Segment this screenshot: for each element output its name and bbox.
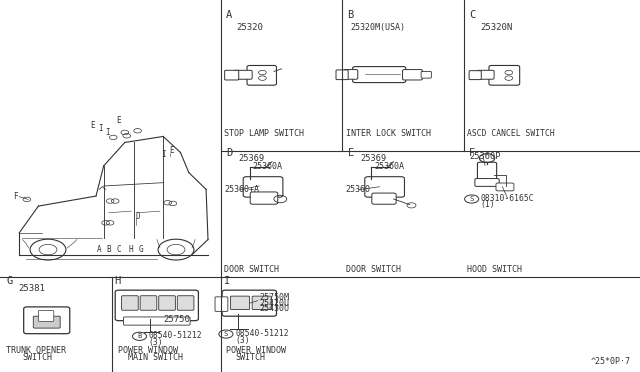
- Text: INTER LOCK SWITCH: INTER LOCK SWITCH: [346, 129, 431, 138]
- FancyBboxPatch shape: [421, 71, 431, 78]
- Text: A: A: [97, 245, 102, 254]
- FancyBboxPatch shape: [247, 65, 276, 85]
- Text: 25360A: 25360A: [374, 162, 404, 171]
- Text: 25381: 25381: [18, 284, 45, 293]
- FancyBboxPatch shape: [477, 162, 497, 182]
- Text: C: C: [116, 245, 121, 254]
- Text: I: I: [98, 124, 103, 133]
- Text: ^25*0P·7: ^25*0P·7: [590, 357, 630, 366]
- FancyBboxPatch shape: [469, 71, 481, 80]
- Text: E: E: [116, 116, 121, 125]
- FancyBboxPatch shape: [353, 67, 406, 83]
- FancyBboxPatch shape: [475, 179, 499, 186]
- Text: G: G: [138, 245, 143, 254]
- FancyBboxPatch shape: [124, 317, 190, 325]
- Text: DOOR SWITCH: DOOR SWITCH: [224, 265, 279, 274]
- Text: 08310-6165C: 08310-6165C: [481, 194, 534, 203]
- Text: E: E: [90, 121, 95, 130]
- Text: 25320N: 25320N: [480, 23, 512, 32]
- Text: D: D: [226, 148, 232, 158]
- FancyBboxPatch shape: [115, 290, 198, 321]
- FancyBboxPatch shape: [177, 296, 194, 310]
- Text: STOP LAMP SWITCH: STOP LAMP SWITCH: [224, 129, 304, 138]
- Text: I: I: [105, 128, 110, 137]
- FancyBboxPatch shape: [159, 296, 175, 310]
- FancyBboxPatch shape: [38, 311, 54, 321]
- Text: TRUNK OPENER: TRUNK OPENER: [6, 346, 67, 355]
- Text: H: H: [114, 276, 120, 286]
- FancyBboxPatch shape: [372, 193, 396, 204]
- Text: S: S: [470, 196, 474, 202]
- Text: ASCD CANCEL SWITCH: ASCD CANCEL SWITCH: [467, 129, 555, 138]
- Text: F: F: [13, 192, 18, 201]
- FancyBboxPatch shape: [33, 316, 60, 328]
- Text: 25430U: 25430U: [259, 304, 289, 313]
- Text: 08540-51212: 08540-51212: [148, 331, 202, 340]
- FancyBboxPatch shape: [403, 70, 422, 80]
- FancyBboxPatch shape: [365, 177, 404, 197]
- Text: 25360: 25360: [346, 185, 371, 194]
- Text: 08540-51212: 08540-51212: [236, 329, 289, 338]
- Text: HOOD SWITCH: HOOD SWITCH: [467, 265, 522, 274]
- FancyBboxPatch shape: [252, 296, 271, 310]
- Text: 25360+A: 25360+A: [224, 185, 259, 194]
- Text: 25750: 25750: [163, 315, 190, 324]
- FancyBboxPatch shape: [234, 70, 252, 79]
- Text: B: B: [106, 245, 111, 254]
- FancyBboxPatch shape: [215, 297, 228, 311]
- FancyBboxPatch shape: [230, 296, 250, 310]
- FancyBboxPatch shape: [222, 290, 276, 316]
- Text: (3): (3): [236, 336, 250, 344]
- Text: S: S: [224, 331, 228, 337]
- Text: SWITCH: SWITCH: [236, 353, 266, 362]
- Text: E: E: [348, 148, 354, 158]
- FancyBboxPatch shape: [489, 65, 520, 85]
- Text: A: A: [226, 10, 232, 20]
- FancyBboxPatch shape: [243, 177, 283, 197]
- Text: 25369: 25369: [239, 154, 265, 163]
- Text: B: B: [138, 333, 141, 339]
- Text: 25750M: 25750M: [259, 293, 289, 302]
- Circle shape: [30, 239, 66, 260]
- Text: DOOR SWITCH: DOOR SWITCH: [346, 265, 401, 274]
- FancyBboxPatch shape: [24, 307, 70, 334]
- Text: (1): (1): [481, 200, 495, 209]
- Text: 25360P: 25360P: [469, 153, 500, 161]
- Text: D: D: [135, 212, 140, 221]
- Circle shape: [158, 239, 194, 260]
- Text: (3): (3): [148, 338, 163, 347]
- Text: POWER WINDOW: POWER WINDOW: [118, 346, 179, 355]
- Text: 25360A: 25360A: [253, 162, 283, 171]
- FancyBboxPatch shape: [344, 70, 358, 79]
- Text: 25320: 25320: [237, 23, 264, 32]
- Text: 25369: 25369: [360, 154, 387, 163]
- FancyBboxPatch shape: [140, 296, 157, 310]
- FancyBboxPatch shape: [496, 183, 514, 191]
- FancyBboxPatch shape: [225, 70, 239, 80]
- Text: E: E: [169, 146, 174, 155]
- FancyBboxPatch shape: [250, 192, 278, 204]
- Text: F: F: [469, 148, 476, 158]
- Text: I: I: [161, 150, 166, 159]
- Text: MAIN SWITCH: MAIN SWITCH: [128, 353, 183, 362]
- Text: G: G: [6, 276, 13, 286]
- Text: SWITCH: SWITCH: [22, 353, 52, 362]
- Text: POWER WINDOW: POWER WINDOW: [226, 346, 286, 355]
- FancyBboxPatch shape: [122, 296, 138, 310]
- FancyBboxPatch shape: [336, 70, 348, 80]
- Text: B: B: [348, 10, 354, 20]
- Text: 25320M(USA): 25320M(USA): [350, 23, 405, 32]
- Text: H: H: [129, 245, 134, 254]
- Text: I: I: [224, 276, 230, 286]
- FancyBboxPatch shape: [477, 70, 494, 79]
- Text: 25420U: 25420U: [259, 299, 289, 308]
- Text: C: C: [469, 10, 476, 20]
